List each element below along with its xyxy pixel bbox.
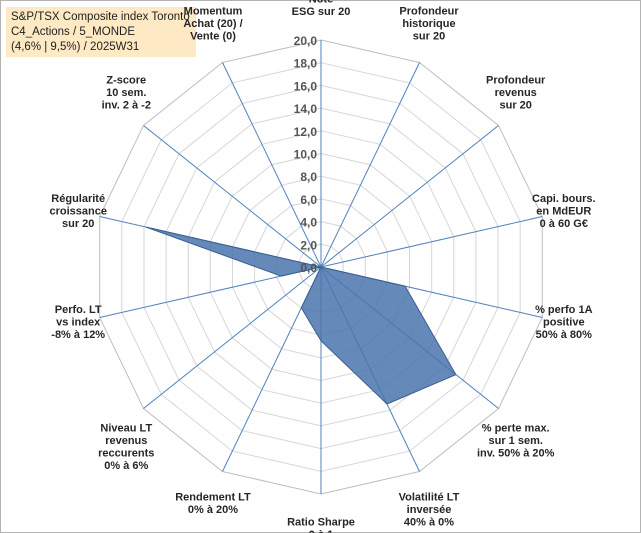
axis-label-line: Profondeur — [486, 75, 546, 87]
axis-label-line: sur 1 sem. — [488, 435, 542, 447]
axis-label: Ratio Sharpe0 à 1 — [287, 516, 355, 533]
radial-tick-label: 12,0 — [294, 125, 318, 139]
axis-label-line: reccurents — [98, 448, 154, 460]
radial-tick-label: 0,0 — [300, 261, 317, 275]
axis-label-line: 0 à 60 G€ — [540, 218, 588, 230]
chart-title-line-2: C4_Actions / 5_MONDE — [11, 26, 135, 38]
radial-tick-label: 20,0 — [294, 34, 318, 48]
axis-label-line: Note — [309, 0, 333, 5]
radial-tick-label: 16,0 — [294, 79, 318, 93]
radar-spoke — [320, 62, 420, 268]
chart-title-line-3: (4,6% | 9,5%) / 2025W31 — [11, 41, 140, 53]
axis-label-line: revenus — [105, 435, 147, 447]
axis-label-line: 0% à 6% — [104, 460, 148, 472]
axis-label-line: ESG sur 20 — [292, 6, 351, 18]
axis-label-line: inv. 2 à -2 — [102, 100, 151, 112]
radar-spoke — [320, 216, 543, 268]
axis-label-line: Rendement LT — [175, 492, 251, 504]
axis-label-line: Vente (0) — [190, 31, 236, 43]
axis-label-line: Régularité — [51, 193, 105, 205]
axis-label-line: Volatilité LT — [399, 492, 460, 504]
axis-label: % perte max.sur 1 sem.inv. 50% à 20% — [477, 423, 555, 460]
axis-label-line: Niveau LT — [100, 423, 152, 435]
axis-label-line: Momentum — [184, 6, 243, 18]
axis-label-line: % perte max. — [482, 423, 550, 435]
axis-label: Rendement LT0% à 20% — [175, 492, 251, 517]
axis-label-line: -8% à 12% — [51, 329, 105, 341]
radar-spoke — [143, 125, 322, 268]
axis-label-line: inversée — [407, 504, 452, 516]
axis-label-line: Capi. bours. — [532, 193, 596, 205]
chart-title-box: S&P/TSX Composite index Toronto C4_Actio… — [6, 7, 196, 57]
radar-spoke — [222, 62, 322, 268]
radial-tick-labels: 0,0 2,0 4,0 6,0 8,0 10,0 12,0 14,0 16,0 18,0 20,0 — [294, 34, 318, 275]
radial-tick-label: 6,0 — [300, 193, 317, 207]
radial-tick-label: 14,0 — [294, 102, 318, 116]
axis-label-line: Profondeur — [399, 6, 459, 18]
radar-spoke — [320, 125, 499, 268]
axis-label-line: en MdEUR — [536, 206, 591, 218]
axis-label-line: % perfo 1A — [535, 304, 593, 316]
axis-label-line: 50% à 80% — [536, 329, 592, 341]
axis-label-line: revenus — [495, 87, 537, 99]
radar-spoke — [143, 266, 322, 409]
axis-label-line: historique — [402, 18, 455, 30]
radial-tick-label: 10,0 — [294, 148, 318, 162]
radar-series — [146, 226, 457, 405]
radial-tick-label: 18,0 — [294, 57, 318, 71]
radial-tick-label: 2,0 — [300, 238, 317, 252]
axis-label-line: sur 20 — [62, 218, 94, 230]
axis-label: NoteESG sur 20 — [292, 0, 351, 18]
axis-label-line: vs index — [56, 317, 101, 329]
radial-tick-label: 4,0 — [300, 216, 317, 230]
radial-tick-label: 8,0 — [300, 170, 317, 184]
axis-label-line: inv. 50% à 20% — [477, 448, 555, 460]
axis-label-line: sur 20 — [413, 31, 445, 43]
axis-label-line: Z-score — [106, 75, 146, 87]
axis-label-line: Achat (20) / — [183, 18, 242, 30]
axis-label-line: positive — [543, 317, 585, 329]
chart-title-line-1: S&P/TSX Composite index Toronto — [11, 11, 190, 23]
axis-label-line: sur 20 — [499, 100, 531, 112]
axis-label-line: 10 sem. — [106, 87, 146, 99]
axis-label-line: 40% à 0% — [404, 517, 454, 529]
axis-label-line: croissance — [49, 206, 106, 218]
axis-label-line: Perfo. LT — [55, 304, 102, 316]
series-area — [146, 226, 457, 405]
axis-label-line: Ratio Sharpe — [287, 516, 355, 528]
axis-label-line: 0 à 1 — [309, 529, 333, 533]
axis-label-line: 0% à 20% — [188, 504, 238, 516]
